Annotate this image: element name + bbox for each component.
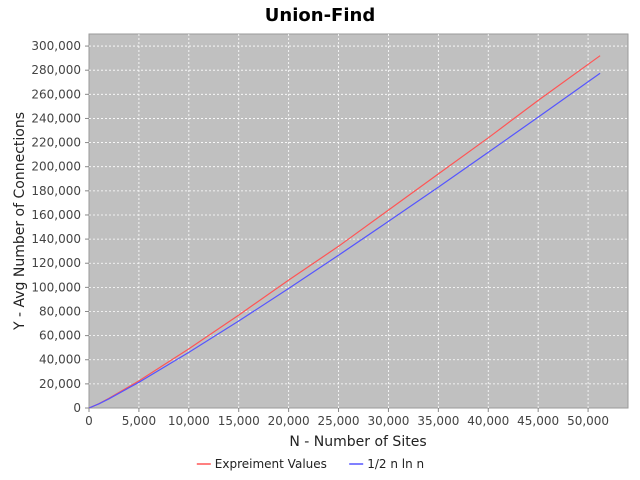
y-tick-label: 80,000 [39, 304, 81, 318]
x-tick-label: 50,000 [567, 414, 609, 428]
y-axis-title: Y - Avg Number of Connections [12, 112, 28, 331]
plot-area [88, 33, 629, 409]
y-tick-label: 220,000 [31, 136, 81, 150]
x-tick-label: 35,000 [417, 414, 459, 428]
y-tick-labels: 0 20,000 40,000 60,000 80,000 100,000 120,000 1… [31, 39, 81, 415]
x-tick-label: 40,000 [467, 414, 509, 428]
y-tick-label: 200,000 [31, 160, 81, 174]
y-tick-label: 0 [73, 401, 81, 415]
series-line-2 [88, 72, 601, 409]
legend-label: Expreiment Values [215, 457, 327, 471]
x-tick-label: 10,000 [168, 414, 210, 428]
x-tick-label: 30,000 [367, 414, 409, 428]
y-tick-label: 60,000 [39, 329, 81, 343]
series-lines [88, 55, 601, 409]
y-tick-label: 260,000 [31, 87, 81, 101]
y-tick-label: 280,000 [31, 63, 81, 77]
x-tick-labels: 0 5,000 10,000 15,000 20,000 25,000 30,000 35,0… [85, 414, 609, 428]
x-tick-label: 25,000 [318, 414, 360, 428]
x-tick-label: 5,000 [122, 414, 156, 428]
y-tick-label: 180,000 [31, 184, 81, 198]
legend-label: 1/2 n ln n [367, 457, 424, 471]
y-tick-label: 300,000 [31, 39, 81, 53]
x-tick-label: 0 [85, 414, 93, 428]
y-tick-label: 240,000 [31, 111, 81, 125]
y-tick-label: 140,000 [31, 232, 81, 246]
y-tick-label: 160,000 [31, 208, 81, 222]
y-tick-label: 100,000 [31, 280, 81, 294]
chart-title: Union-Find [265, 5, 375, 26]
x-tick-label: 15,000 [218, 414, 260, 428]
x-tick-label: 45,000 [517, 414, 559, 428]
x-tick-label: 20,000 [268, 414, 310, 428]
grid-lines [89, 34, 628, 408]
y-tick-label: 20,000 [39, 377, 81, 391]
x-axis-title: N - Number of Sites [289, 434, 426, 450]
y-tick-label: 120,000 [31, 256, 81, 270]
legend: Expreiment Values 1/2 n ln n [196, 457, 424, 471]
y-tick-label: 40,000 [39, 353, 81, 367]
axes [85, 45, 589, 412]
